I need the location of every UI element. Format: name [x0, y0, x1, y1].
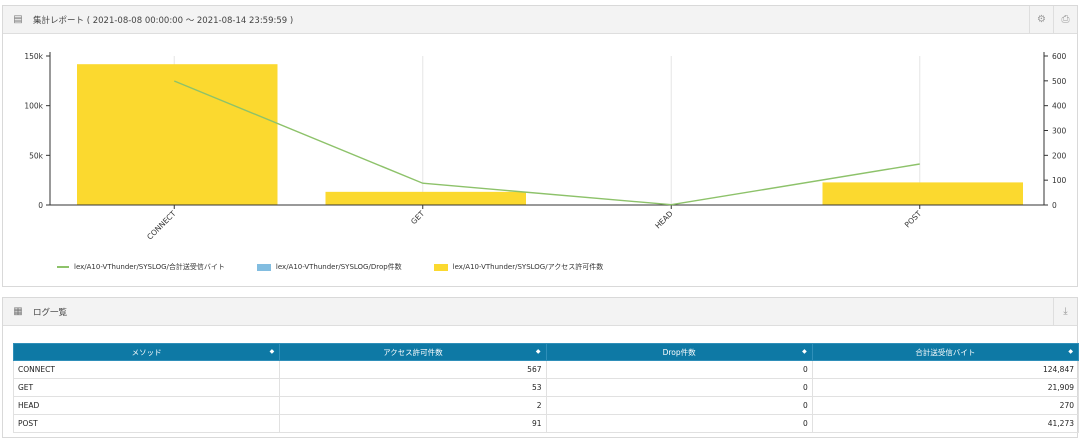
chart-icon: ▤	[13, 14, 23, 25]
table-cell: 91	[279, 414, 547, 433]
table-cell: 41,273	[811, 414, 1080, 433]
right-tick-label: 600	[1052, 52, 1067, 61]
table-header-row: メソッド ◆ アクセス許可件数 ◆ Drop件数 ◆ 合計送受信バイト ◆	[12, 343, 1080, 361]
legend-swatch-line	[57, 266, 69, 268]
table-cell: 21,909	[811, 378, 1080, 397]
left-tick-label: 0	[38, 201, 43, 210]
table-row[interactable]: CONNECT 567 0 124,847	[12, 360, 1080, 379]
sort-icon[interactable]: ◆	[269, 348, 275, 355]
chart-panel-title: 集計レポート ( 2021-08-08 00:00:00 ～ 2021-08-1…	[33, 15, 294, 26]
category-label-post: POST	[903, 209, 924, 230]
table-cell: HEAD	[12, 396, 281, 415]
log-list-header: ▦ ログ一覧 ⤓	[3, 298, 1077, 326]
category-label-head: HEAD	[653, 209, 675, 231]
line-total-bytes	[173, 80, 920, 206]
table-row[interactable]: POST 91 0 41,273	[12, 414, 1080, 433]
legend-label: lex/A10-VThunder/SYSLOG/Drop件数	[275, 263, 402, 271]
table-cell: 0	[545, 414, 813, 433]
left-tick-label: 50k	[29, 151, 44, 160]
legend-item-access[interactable]: lex/A10-VThunder/SYSLOG/アクセス許可件数	[433, 262, 604, 272]
log-list-title: ログ一覧	[33, 307, 68, 318]
table-cell: 270	[811, 396, 1080, 415]
table-cell: 53	[279, 378, 547, 397]
column-header-access[interactable]: アクセス許可件数 ◆	[279, 343, 547, 361]
table-cell: GET	[12, 378, 281, 397]
pdf-export-icon[interactable]: ⎙	[1053, 6, 1077, 33]
report-chart: 0 50k 100k 150k 0 100 200 300 400 500 600 CONNECT GE…	[24, 52, 1067, 242]
table-icon: ▦	[13, 306, 23, 317]
right-tick-label: 300	[1052, 127, 1067, 136]
chart-panel-header: ▤ 集計レポート ( 2021-08-08 00:00:00 ～ 2021-08…	[3, 6, 1077, 34]
table-row[interactable]: GET 53 0 21,909	[12, 378, 1080, 397]
column-header-drop[interactable]: Drop件数 ◆	[545, 343, 813, 361]
table-cell: 2	[279, 396, 547, 415]
table-cell: 0	[545, 396, 813, 415]
legend-label: lex/A10-VThunder/SYSLOG/アクセス許可件数	[452, 263, 604, 271]
bar-access-get	[325, 191, 526, 205]
chart-panel: ▤ 集計レポート ( 2021-08-08 00:00:00 ～ 2021-08…	[2, 5, 1078, 287]
table-row[interactable]: HEAD 2 0 270	[12, 396, 1080, 415]
download-icon[interactable]: ⤓	[1053, 298, 1077, 325]
legend-item-drop[interactable]: lex/A10-VThunder/SYSLOG/Drop件数	[256, 262, 402, 272]
category-label-connect: CONNECT	[145, 209, 178, 242]
left-tick-label: 100k	[24, 102, 43, 111]
category-label-get: GET	[409, 209, 426, 226]
legend-label: lex/A10-VThunder/SYSLOG/合計送受信バイト	[74, 263, 225, 271]
right-tick-label: 500	[1052, 77, 1067, 86]
sort-icon[interactable]: ◆	[1068, 348, 1073, 355]
right-tick-label: 400	[1052, 102, 1067, 111]
log-list-panel: ▦ ログ一覧 ⤓ メソッド ◆ アクセス許可件数 ◆ Drop件数 ◆ 合計送受信バイ…	[2, 297, 1080, 438]
column-header-method[interactable]: メソッド ◆	[12, 343, 281, 361]
right-tick-label: 200	[1052, 151, 1067, 160]
legend-item-line[interactable]: lex/A10-VThunder/SYSLOG/合計送受信バイト	[57, 262, 225, 272]
column-header-bytes[interactable]: 合計送受信バイト ◆	[811, 343, 1080, 361]
log-table: メソッド ◆ アクセス許可件数 ◆ Drop件数 ◆ 合計送受信バイト ◆ CONNEC…	[12, 343, 1080, 433]
table-cell: POST	[12, 414, 281, 433]
sort-icon[interactable]: ◆	[535, 348, 541, 355]
table-cell: 0	[545, 360, 813, 379]
left-tick-label: 150k	[24, 52, 43, 61]
legend-swatch-drop	[256, 263, 271, 271]
bar-access-post	[822, 182, 1023, 205]
right-tick-label: 0	[1052, 201, 1057, 210]
gear-icon[interactable]: ⚙	[1029, 6, 1053, 33]
table-cell: CONNECT	[12, 360, 281, 379]
right-tick-label: 100	[1052, 176, 1067, 185]
bar-access-connect	[77, 64, 278, 205]
sort-icon[interactable]: ◆	[802, 348, 807, 355]
table-cell: 124,847	[811, 360, 1080, 379]
chart-legend: lex/A10-VThunder/SYSLOG/合計送受信バイト lex/A10…	[57, 262, 635, 272]
legend-swatch-access	[433, 263, 448, 271]
table-cell: 567	[279, 360, 547, 379]
table-cell: 0	[545, 378, 813, 397]
